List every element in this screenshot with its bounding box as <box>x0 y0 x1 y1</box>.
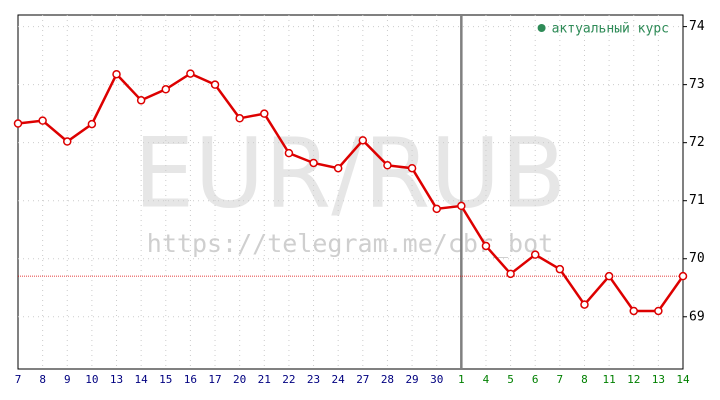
y-tick-label: 73 <box>689 77 705 92</box>
x-tick-label: 20 <box>233 373 246 386</box>
point <box>235 114 244 123</box>
x-tick-label: 24 <box>332 373 346 386</box>
point <box>136 96 146 105</box>
x-tick-label: 16 <box>184 373 197 386</box>
point <box>481 241 491 251</box>
x-tick-label: 27 <box>356 373 369 386</box>
legend-label: актуальный курс <box>552 22 669 37</box>
point <box>13 119 23 128</box>
point <box>210 80 220 89</box>
point <box>432 204 441 214</box>
x-tick-label: 15 <box>159 373 172 386</box>
point <box>407 163 417 173</box>
x-tick-label: 8 <box>581 373 588 386</box>
x-tick-label: 7 <box>15 373 22 386</box>
x-tick-label: 17 <box>208 373 221 386</box>
x-tick-label: 22 <box>282 373 295 386</box>
y-tick-label: 72 <box>689 135 705 150</box>
point <box>38 116 47 125</box>
y-tick-label: 69 <box>689 309 705 324</box>
point <box>555 264 565 274</box>
x-tick-label: 9 <box>64 373 71 386</box>
point <box>506 269 515 279</box>
point <box>580 300 589 309</box>
y-tick-label: 74 <box>689 19 705 34</box>
x-tick-label: 21 <box>258 373 271 386</box>
plot-frame <box>17 14 684 370</box>
point <box>678 271 688 281</box>
x-tick-label: 1 <box>458 373 465 386</box>
x-tick-label: 11 <box>602 373 615 386</box>
x-tick-label: 5 <box>507 373 514 386</box>
x-tick-label: 14 <box>135 373 149 386</box>
x-tick-label: 30 <box>430 373 443 386</box>
legend-marker <box>537 24 546 32</box>
x-tick-label: 4 <box>483 373 490 386</box>
point <box>161 85 171 94</box>
x-tick-label: 29 <box>405 373 418 386</box>
point <box>63 137 72 146</box>
series-line <box>17 72 685 313</box>
point <box>260 109 269 118</box>
x-tick-label: 8 <box>39 373 46 386</box>
point <box>530 250 540 259</box>
x-tick-label: 12 <box>627 373 640 386</box>
x-tick-label: 13 <box>652 373 665 386</box>
point <box>309 158 318 168</box>
point <box>383 161 392 170</box>
point <box>284 148 294 158</box>
x-tick-label: 13 <box>110 373 123 386</box>
point <box>604 271 614 281</box>
watermark: EUR/RUB <box>134 117 567 229</box>
point <box>629 306 638 316</box>
x-tick-label: 23 <box>307 373 320 386</box>
point <box>87 119 97 129</box>
x-tick-label: 6 <box>532 373 539 386</box>
x-tick-label: 28 <box>381 373 394 386</box>
y-tick-label: 70 <box>689 251 705 266</box>
point <box>112 69 121 79</box>
point <box>358 136 368 145</box>
y-tick-label: 71 <box>689 193 705 208</box>
x-tick-label: 14 <box>676 373 690 386</box>
point <box>333 163 343 173</box>
x-tick-label: 10 <box>85 373 98 386</box>
point <box>457 201 466 211</box>
point <box>654 306 663 316</box>
x-tick-label: 7 <box>557 373 564 386</box>
point <box>186 69 195 78</box>
